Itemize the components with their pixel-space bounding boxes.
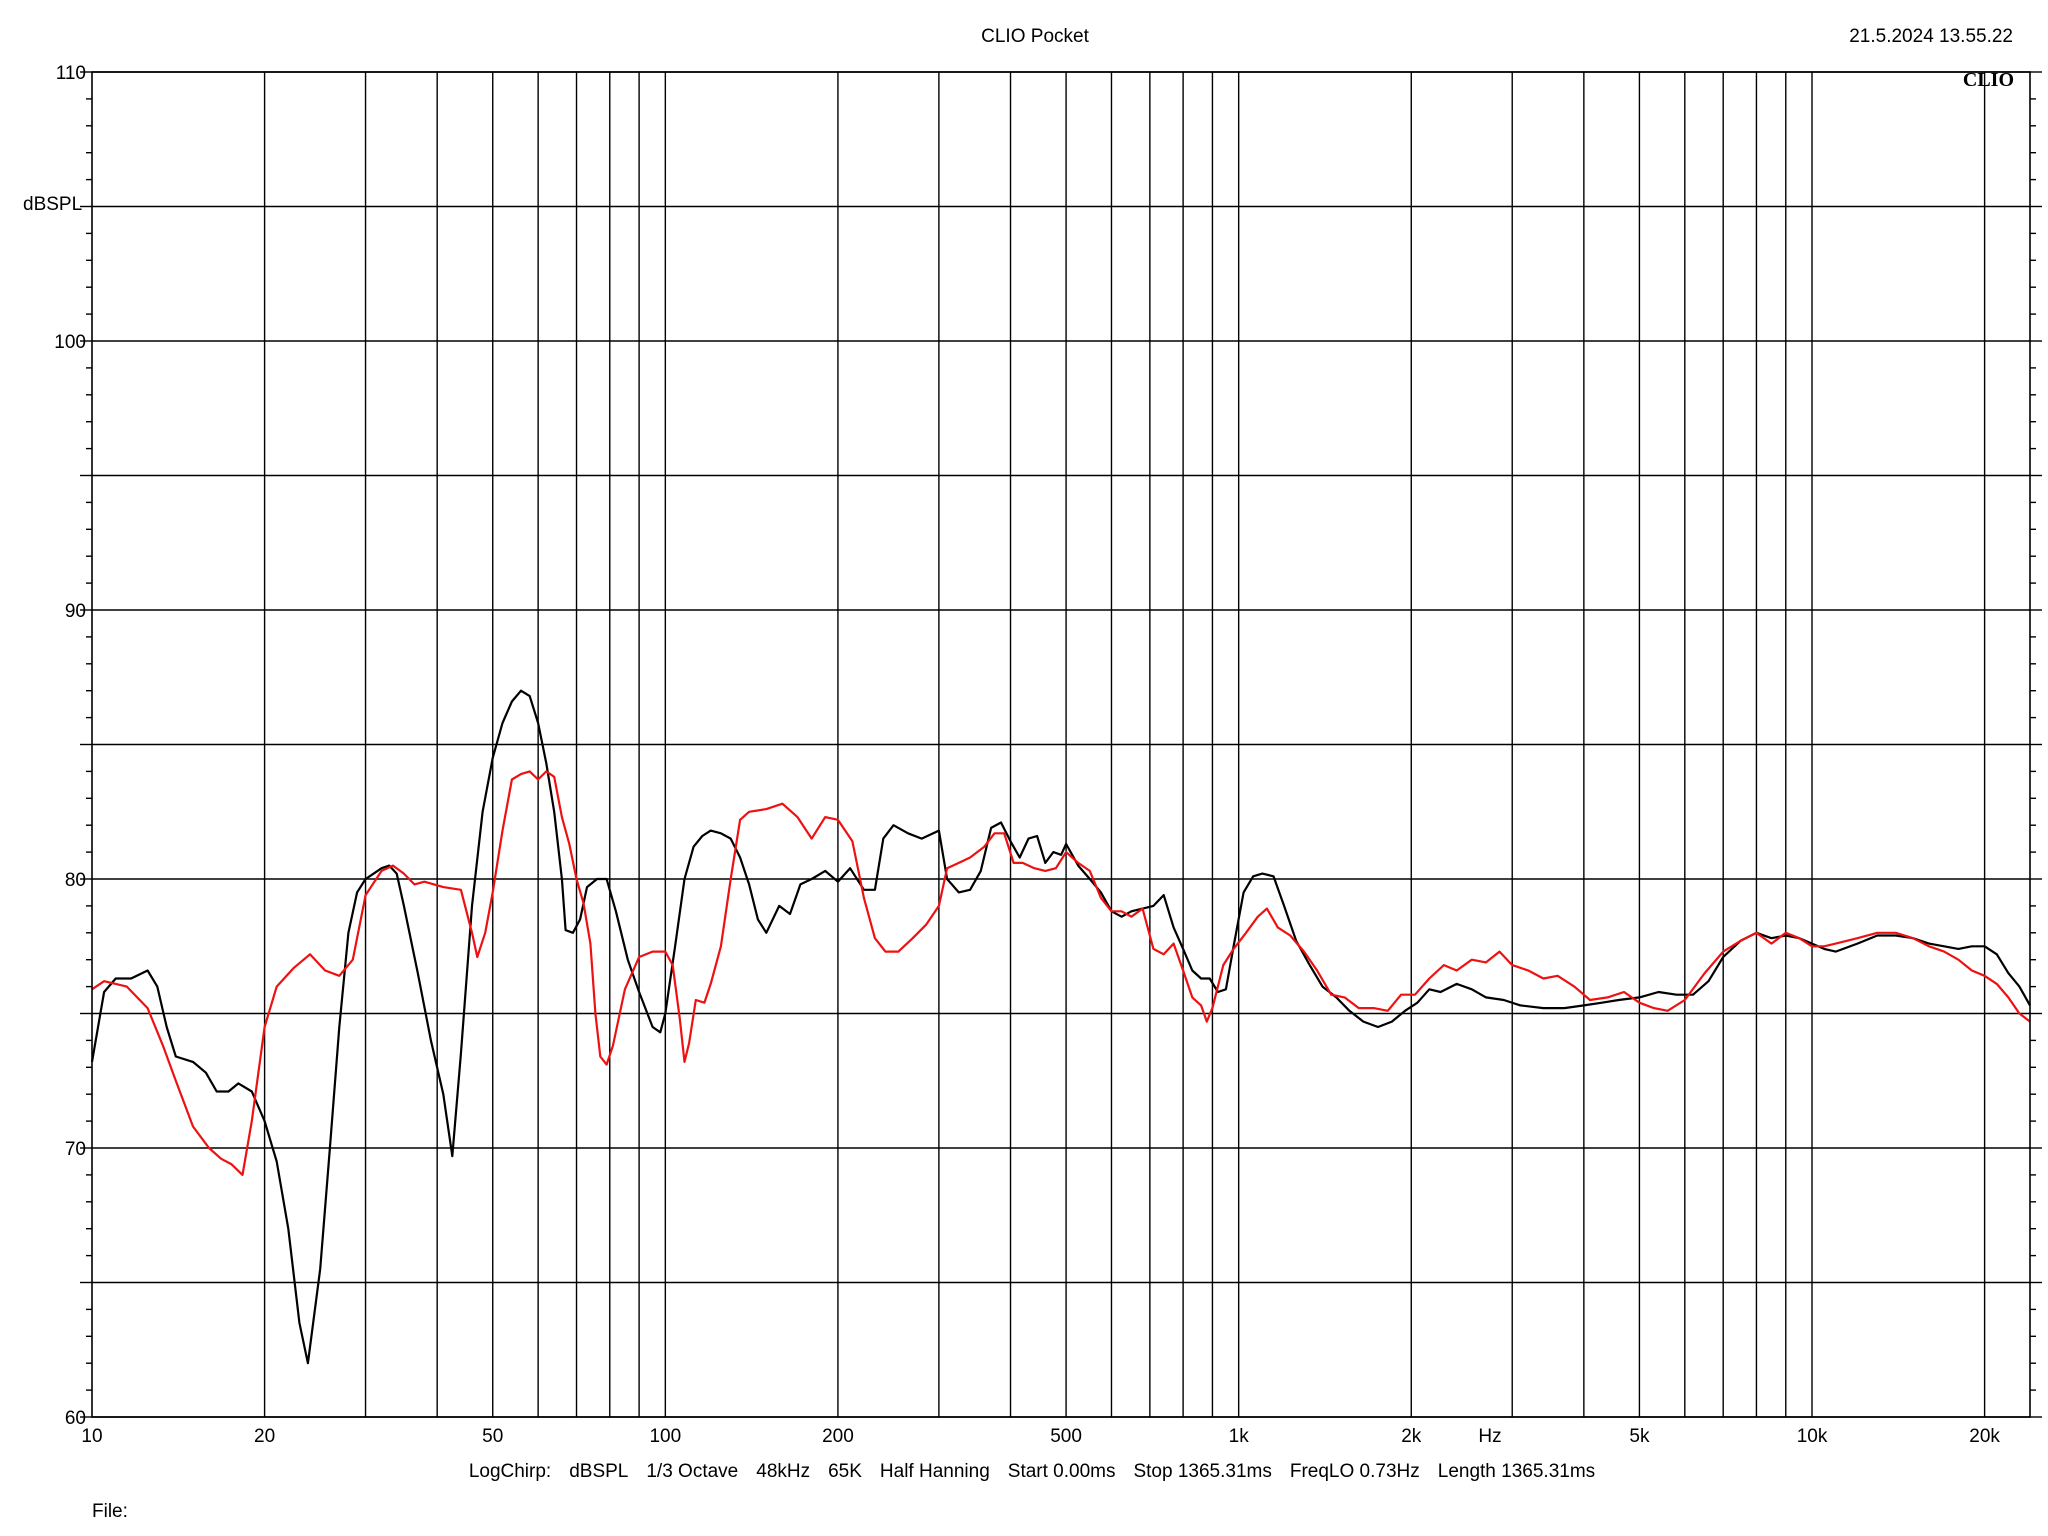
y-tick-label: 110 [56, 63, 86, 84]
plot-frame [91, 71, 2031, 1418]
clio-logo: CLIO [1963, 69, 2014, 91]
setting-item: Start 0.00ms [1008, 1461, 1116, 1482]
timestamp: 21.5.2024 13.55.22 [1849, 26, 2013, 47]
file-label: File: [92, 1501, 128, 1522]
x-axis-unit-label: Hz [1478, 1426, 1501, 1447]
settings-line: LogChirp: dBSPL 1/3 Octave 48kHz 65K Half Han… [469, 1461, 1595, 1482]
y-tick-marks [80, 71, 2042, 1418]
x-tick-labels: 10 20 50 100 200 500 1k 2k 5k 10k 20k [81, 1426, 2000, 1447]
series-line-black [90, 689, 2031, 1365]
x-tick-label: 2k [1401, 1426, 1422, 1447]
setting-item: LogChirp: [469, 1461, 551, 1482]
setting-item: 1/3 Octave [646, 1461, 738, 1482]
setting-item: Half Hanning [880, 1461, 990, 1482]
x-tick-label: 5k [1629, 1426, 1650, 1447]
setting-item: 48kHz [756, 1461, 810, 1482]
measurement-settings: LogChirp: dBSPL 1/3 Octave 48kHz 65K Half Han… [469, 1461, 1595, 1482]
setting-item: FreqLO 0.73Hz [1290, 1461, 1420, 1482]
setting-item: Stop 1365.31ms [1133, 1461, 1271, 1482]
setting-item: Length 1365.31ms [1438, 1461, 1595, 1482]
y-tick-label: 90 [65, 601, 86, 622]
setting-item: dBSPL [569, 1461, 628, 1482]
x-tick-label: 200 [822, 1426, 854, 1447]
setting-item: 65K [828, 1461, 862, 1482]
y-tick-label: 100 [54, 332, 86, 353]
y-tick-label: 80 [65, 870, 86, 891]
x-tick-label: 10k [1797, 1426, 1828, 1447]
x-tick-label: 100 [649, 1426, 681, 1447]
grid-lines [92, 71, 2030, 1418]
y-tick-label: 70 [65, 1139, 86, 1160]
x-tick-label: 20k [1969, 1426, 2000, 1447]
y-tick-labels: 60 70 80 90 100 110 [54, 63, 86, 1429]
x-tick-label: 1k [1229, 1426, 1250, 1447]
x-tick-label: 500 [1050, 1426, 1082, 1447]
y-tick-label: 60 [65, 1408, 86, 1429]
y-axis-unit-label: dBSPL [23, 194, 82, 215]
chart-title: CLIO Pocket [981, 26, 1089, 47]
x-tick-label: 10 [81, 1426, 102, 1447]
series-lines [90, 689, 2031, 1365]
x-tick-label: 50 [482, 1426, 503, 1447]
x-tick-label: 20 [254, 1426, 275, 1447]
series-line-red [91, 770, 2031, 1177]
